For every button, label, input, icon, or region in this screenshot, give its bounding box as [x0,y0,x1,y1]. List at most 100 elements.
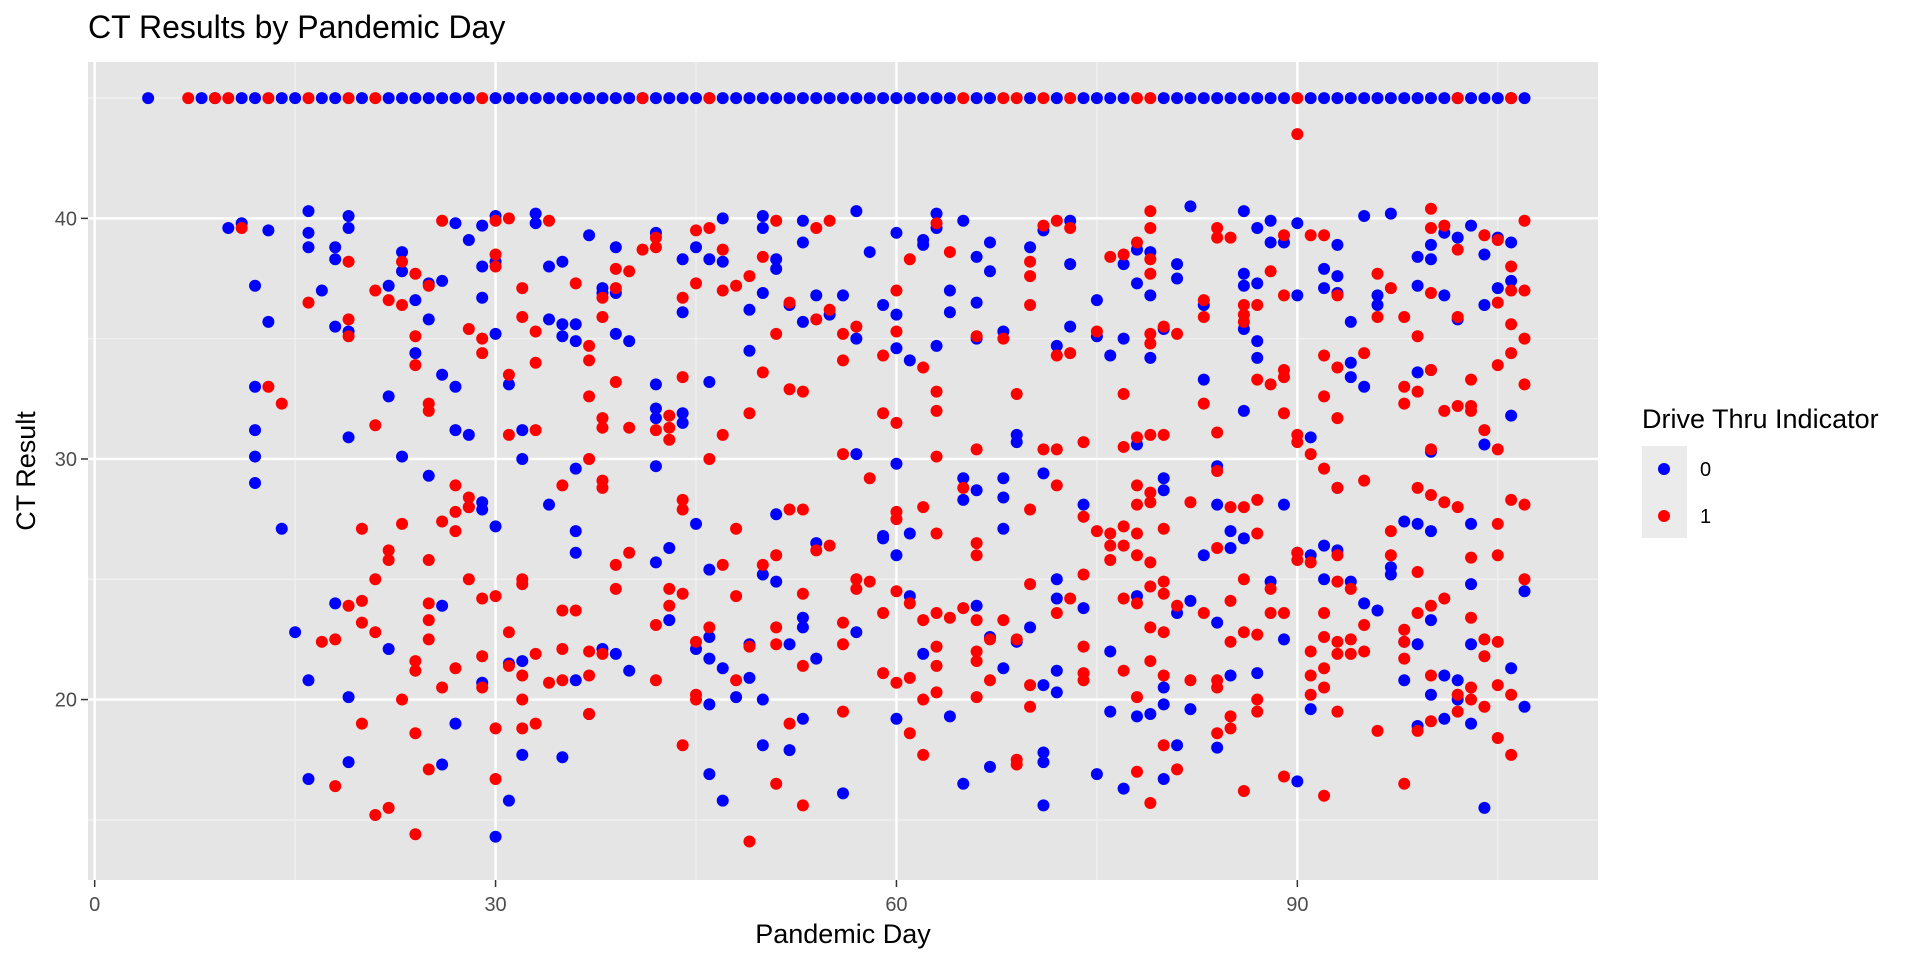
point-series-1 [1050,349,1063,362]
point-series-0 [1184,703,1197,716]
point-series-1 [743,270,756,283]
point-series-1 [1478,424,1491,437]
point-series-1 [1291,92,1304,105]
point-series-0 [1424,253,1437,266]
point-series-1 [1384,525,1397,538]
point-series-1 [609,282,622,295]
point-series-1 [636,243,649,256]
point-series-1 [1104,250,1117,263]
point-series-0 [649,378,662,391]
point-series-1 [783,383,796,396]
point-series-1 [730,522,743,535]
point-series-0 [890,92,903,105]
point-series-1 [1197,294,1210,307]
y-axis-title: CT Result [11,411,41,531]
point-series-1 [903,597,916,610]
point-series-1 [262,380,275,393]
point-series-1 [1251,493,1264,506]
point-series-0 [796,611,809,624]
point-series-1 [1491,732,1504,745]
point-series-1 [1157,575,1170,588]
point-series-0 [556,330,569,343]
point-series-1 [1491,517,1504,530]
point-series-0 [663,614,676,627]
point-series-1 [770,327,783,340]
point-series-1 [1224,722,1237,735]
point-series-0 [1117,782,1130,795]
point-series-0 [1398,674,1411,687]
point-series-1 [1451,688,1464,701]
point-series-0 [1371,298,1384,311]
point-series-0 [890,342,903,355]
point-series-1 [1505,260,1518,273]
point-series-1 [1331,705,1344,718]
point-series-1 [583,645,596,658]
point-series-1 [1117,592,1130,605]
point-series-0 [1237,279,1250,292]
point-series-1 [1358,618,1371,631]
point-series-1 [943,246,956,259]
point-series-0 [1331,238,1344,251]
point-series-0 [1344,315,1357,328]
point-series-0 [422,92,435,105]
point-series-1 [1491,359,1504,372]
point-series-1 [1291,554,1304,567]
point-series-0 [249,380,262,393]
point-series-1 [1424,363,1437,376]
point-series-1 [422,279,435,292]
point-series-1 [1144,496,1157,509]
point-series-0 [1237,205,1250,218]
point-series-1 [850,320,863,333]
point-series-1 [1518,378,1531,391]
point-series-1 [609,375,622,388]
point-series-1 [1451,705,1464,718]
point-series-1 [1064,592,1077,605]
point-series-1 [1224,594,1237,607]
point-series-0 [609,92,622,105]
point-series-0 [1157,698,1170,711]
point-series-0 [1398,515,1411,528]
point-series-1 [396,517,409,530]
point-series-1 [449,505,462,518]
point-series-1 [476,332,489,345]
point-series-0 [1344,356,1357,369]
point-series-0 [1050,92,1063,105]
point-series-1 [476,592,489,605]
point-series-0 [690,241,703,254]
point-series-1 [1264,582,1277,595]
point-series-1 [1318,681,1331,694]
point-series-1 [1518,214,1531,227]
point-series-1 [770,549,783,562]
point-series-1 [382,554,395,567]
point-series-1 [1277,606,1290,619]
point-series-0 [703,652,716,665]
point-series-0 [583,229,596,242]
point-series-0 [382,279,395,292]
point-series-1 [449,662,462,675]
point-series-1 [730,674,743,687]
point-series-1 [1344,647,1357,660]
point-series-1 [1144,556,1157,569]
point-series-1 [596,481,609,494]
point-series-0 [1064,258,1077,271]
point-series-0 [1478,298,1491,311]
point-series-1 [730,590,743,603]
point-series-0 [342,691,355,704]
point-series-0 [1251,351,1264,364]
point-series-1 [663,409,676,422]
point-series-1 [690,693,703,706]
point-series-0 [676,407,689,420]
point-series-0 [903,92,916,105]
point-series-1 [1398,635,1411,648]
point-series-1 [1384,282,1397,295]
point-series-0 [743,92,756,105]
point-series-1 [1157,428,1170,441]
point-series-0 [1438,289,1451,302]
legend-key-0 [1658,463,1670,475]
point-series-1 [422,763,435,776]
point-series-1 [476,681,489,694]
point-series-0 [983,760,996,773]
point-series-1 [329,633,342,646]
point-series-1 [970,443,983,456]
point-series-1 [823,303,836,316]
